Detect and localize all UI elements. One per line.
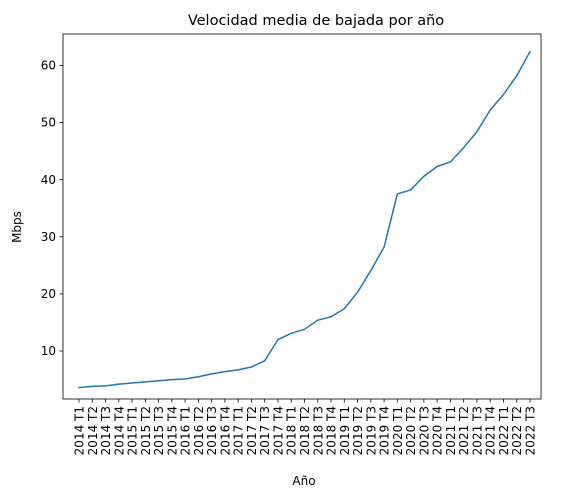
x-tick-label: 2020 T2 [404, 406, 418, 455]
x-tick-label: 2015 T3 [152, 406, 166, 455]
x-tick-label: 2016 T4 [218, 406, 232, 455]
x-tick-label: 2014 T3 [99, 406, 113, 455]
y-tick-label: 50 [41, 116, 56, 130]
x-tick-label: 2020 T3 [417, 406, 431, 455]
axes-frame [62, 33, 542, 400]
x-tick-label: 2016 T1 [179, 406, 193, 455]
y-tick-label: 20 [41, 287, 56, 301]
x-tick-label: 2014 T4 [112, 406, 126, 455]
x-tick-label: 2017 T1 [232, 406, 246, 455]
y-tick-label: 10 [41, 344, 56, 358]
x-tick-label: 2018 T3 [311, 406, 325, 455]
y-tick-label: 30 [41, 230, 56, 244]
x-tick-label: 2017 T2 [245, 406, 259, 455]
x-tick-label: 2017 T4 [271, 406, 285, 455]
x-tick-label: 2021 T4 [484, 406, 498, 455]
x-tick-label: 2015 T4 [165, 406, 179, 455]
x-tick-label: 2020 T4 [431, 406, 445, 455]
x-tick-label: 2019 T4 [378, 406, 392, 455]
x-tick-label: 2018 T1 [285, 406, 299, 455]
x-axis-label: Año [292, 474, 315, 488]
x-tick-label: 2016 T2 [192, 406, 206, 455]
y-axis-label: Mbps [10, 211, 24, 243]
x-tick-label: 2021 T2 [457, 406, 471, 455]
x-tick-label: 2020 T1 [391, 406, 405, 455]
x-tick-label: 2019 T2 [351, 406, 365, 455]
x-tick-label: 2014 T1 [73, 406, 87, 455]
x-tick-label: 2022 T2 [510, 406, 524, 455]
x-tick-label: 2022 T1 [497, 406, 511, 455]
plot-area: 10 20 30 40 50 60 2014 T1 2014 T2 2014 T3 2014 T4… [41, 33, 542, 455]
y-tick-label: 60 [41, 59, 56, 73]
x-tick-label: 2015 T1 [126, 406, 140, 455]
x-tick-label: 2022 T3 [524, 406, 538, 455]
series-line [78, 50, 532, 389]
x-tick-label: 2021 T1 [444, 406, 458, 455]
x-tick-label: 2016 T3 [205, 406, 219, 455]
y-tick-label: 40 [41, 173, 56, 187]
x-tick-label: 2018 T4 [325, 406, 339, 455]
x-tick-label: 2021 T3 [470, 406, 484, 455]
x-tick-label: 2014 T2 [86, 406, 100, 455]
chart-title: Velocidad media de bajada por año [188, 13, 444, 29]
x-tick-label: 2018 T2 [298, 406, 312, 455]
x-tick-label: 2017 T3 [258, 406, 272, 455]
x-tick-label: 2019 T1 [338, 406, 352, 455]
x-tick-label: 2015 T2 [139, 406, 153, 455]
x-tick-label: 2019 T3 [364, 406, 378, 455]
